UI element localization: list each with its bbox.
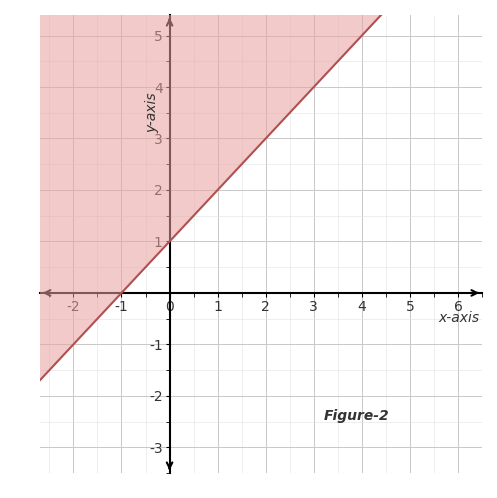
Text: x-axis: x-axis xyxy=(438,311,480,325)
Text: y-axis: y-axis xyxy=(146,93,160,133)
Polygon shape xyxy=(40,15,381,380)
Text: Figure-2: Figure-2 xyxy=(324,409,389,423)
